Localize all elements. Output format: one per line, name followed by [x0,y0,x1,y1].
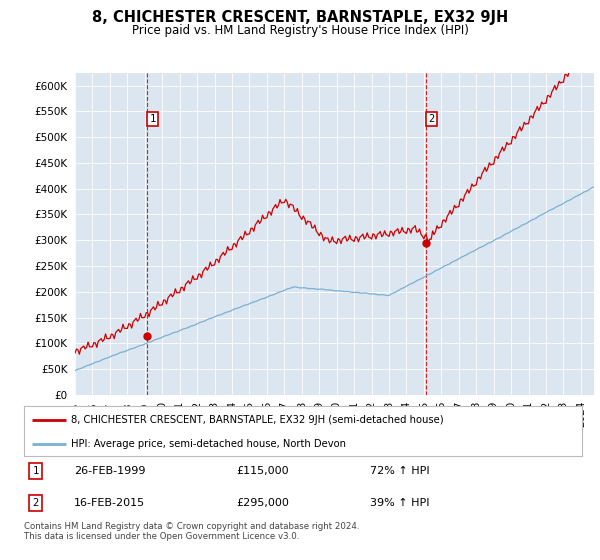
Text: £115,000: £115,000 [236,466,289,476]
Text: 16-FEB-2015: 16-FEB-2015 [74,498,145,508]
Text: HPI: Average price, semi-detached house, North Devon: HPI: Average price, semi-detached house,… [71,439,346,449]
Text: 8, CHICHESTER CRESCENT, BARNSTAPLE, EX32 9JH (semi-detached house): 8, CHICHESTER CRESCENT, BARNSTAPLE, EX32… [71,414,444,424]
Text: Price paid vs. HM Land Registry's House Price Index (HPI): Price paid vs. HM Land Registry's House … [131,24,469,37]
Text: 8, CHICHESTER CRESCENT, BARNSTAPLE, EX32 9JH: 8, CHICHESTER CRESCENT, BARNSTAPLE, EX32… [92,10,508,25]
Text: £295,000: £295,000 [236,498,289,508]
Text: 2: 2 [32,498,38,508]
Text: 26-FEB-1999: 26-FEB-1999 [74,466,146,476]
Text: 2: 2 [428,114,435,124]
Text: 1: 1 [149,114,156,124]
Text: 39% ↑ HPI: 39% ↑ HPI [370,498,430,508]
Text: 1: 1 [32,466,38,476]
Text: Contains HM Land Registry data © Crown copyright and database right 2024.
This d: Contains HM Land Registry data © Crown c… [24,522,359,542]
Text: 72% ↑ HPI: 72% ↑ HPI [370,466,430,476]
